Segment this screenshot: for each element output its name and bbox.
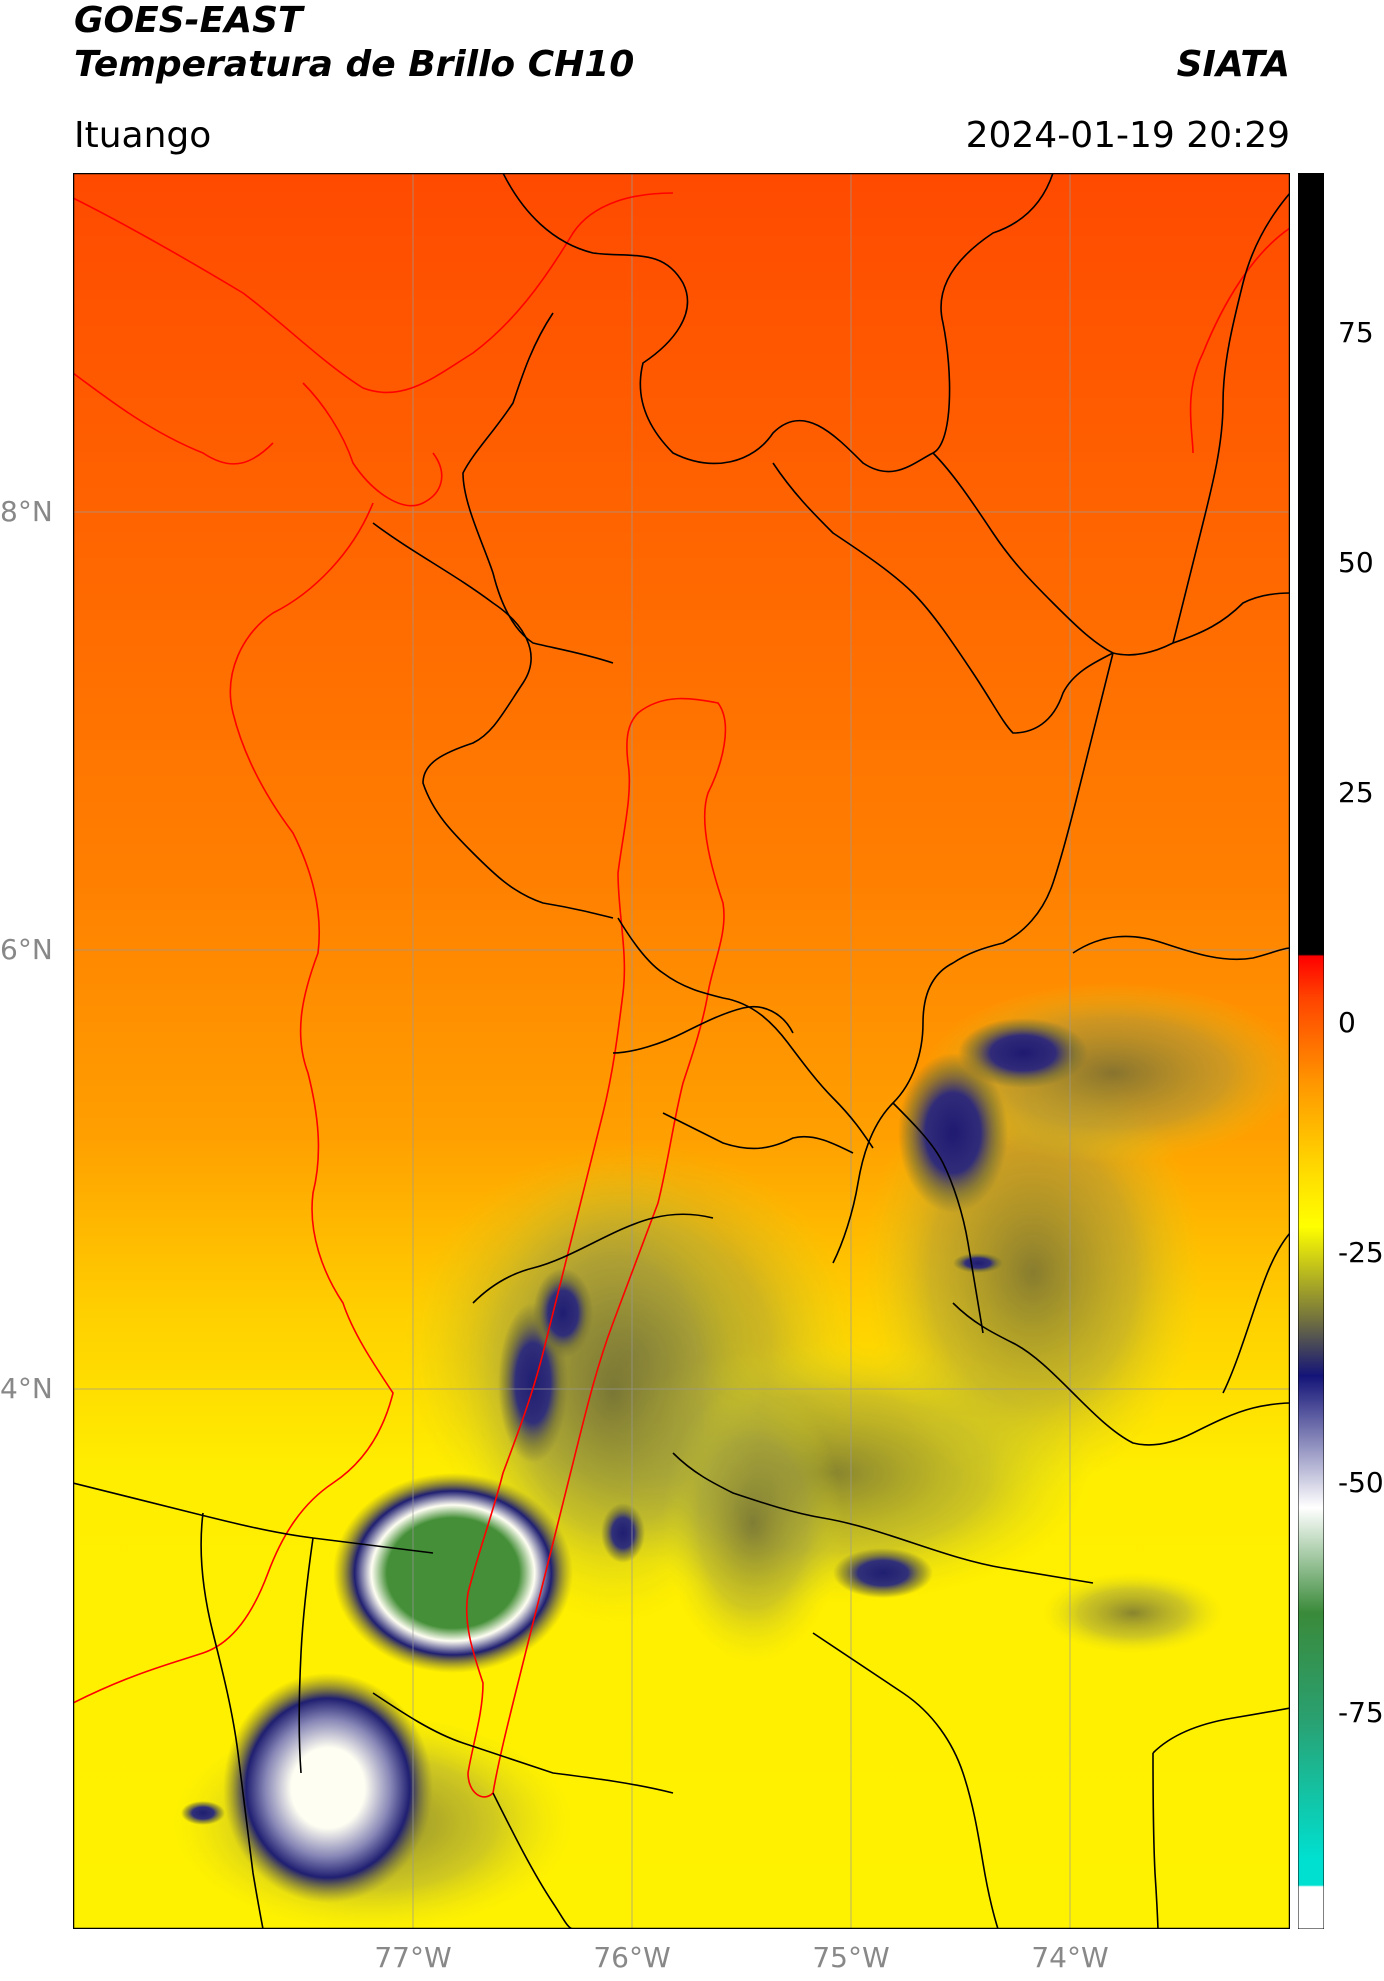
map-frame	[73, 173, 1290, 1929]
lat-label-8n: 8°N	[0, 495, 53, 528]
colorbar-tick-25: 25	[1338, 776, 1374, 809]
satellite-title: GOES-EAST	[74, 0, 303, 41]
colorbar-tick-minus25: -25	[1338, 1236, 1384, 1269]
institution-label: SIATA	[1176, 44, 1290, 85]
ituango-watershed-outline	[465, 697, 727, 1798]
lon-label-74w: 74°W	[1031, 1941, 1109, 1974]
lat-label-4n: 4°N	[0, 1372, 53, 1405]
lon-label-75w: 75°W	[812, 1941, 890, 1974]
administrative-borders	[73, 173, 1290, 1929]
lat-label-6n: 6°N	[0, 933, 53, 966]
lon-label-76w: 76°W	[593, 1941, 671, 1974]
coastline	[73, 192, 1290, 1704]
cloud-field	[173, 983, 1290, 1929]
colorbar-tick-minus50: -50	[1338, 1466, 1384, 1499]
colorbar-tick-50: 50	[1338, 546, 1374, 579]
product-title: Temperatura de Brillo CH10	[74, 44, 635, 85]
datetime-label: 2024-01-19 20:29	[965, 115, 1290, 156]
colorbar-tick-minus75: -75	[1338, 1696, 1384, 1729]
brightness-temperature-map	[73, 173, 1290, 1929]
region-label: Ituango	[74, 115, 212, 156]
colorbar-tick-75: 75	[1338, 316, 1374, 349]
colorbar-tick-0: 0	[1338, 1006, 1356, 1039]
temperature-colorbar	[1298, 173, 1324, 1929]
lon-label-77w: 77°W	[374, 1941, 452, 1974]
